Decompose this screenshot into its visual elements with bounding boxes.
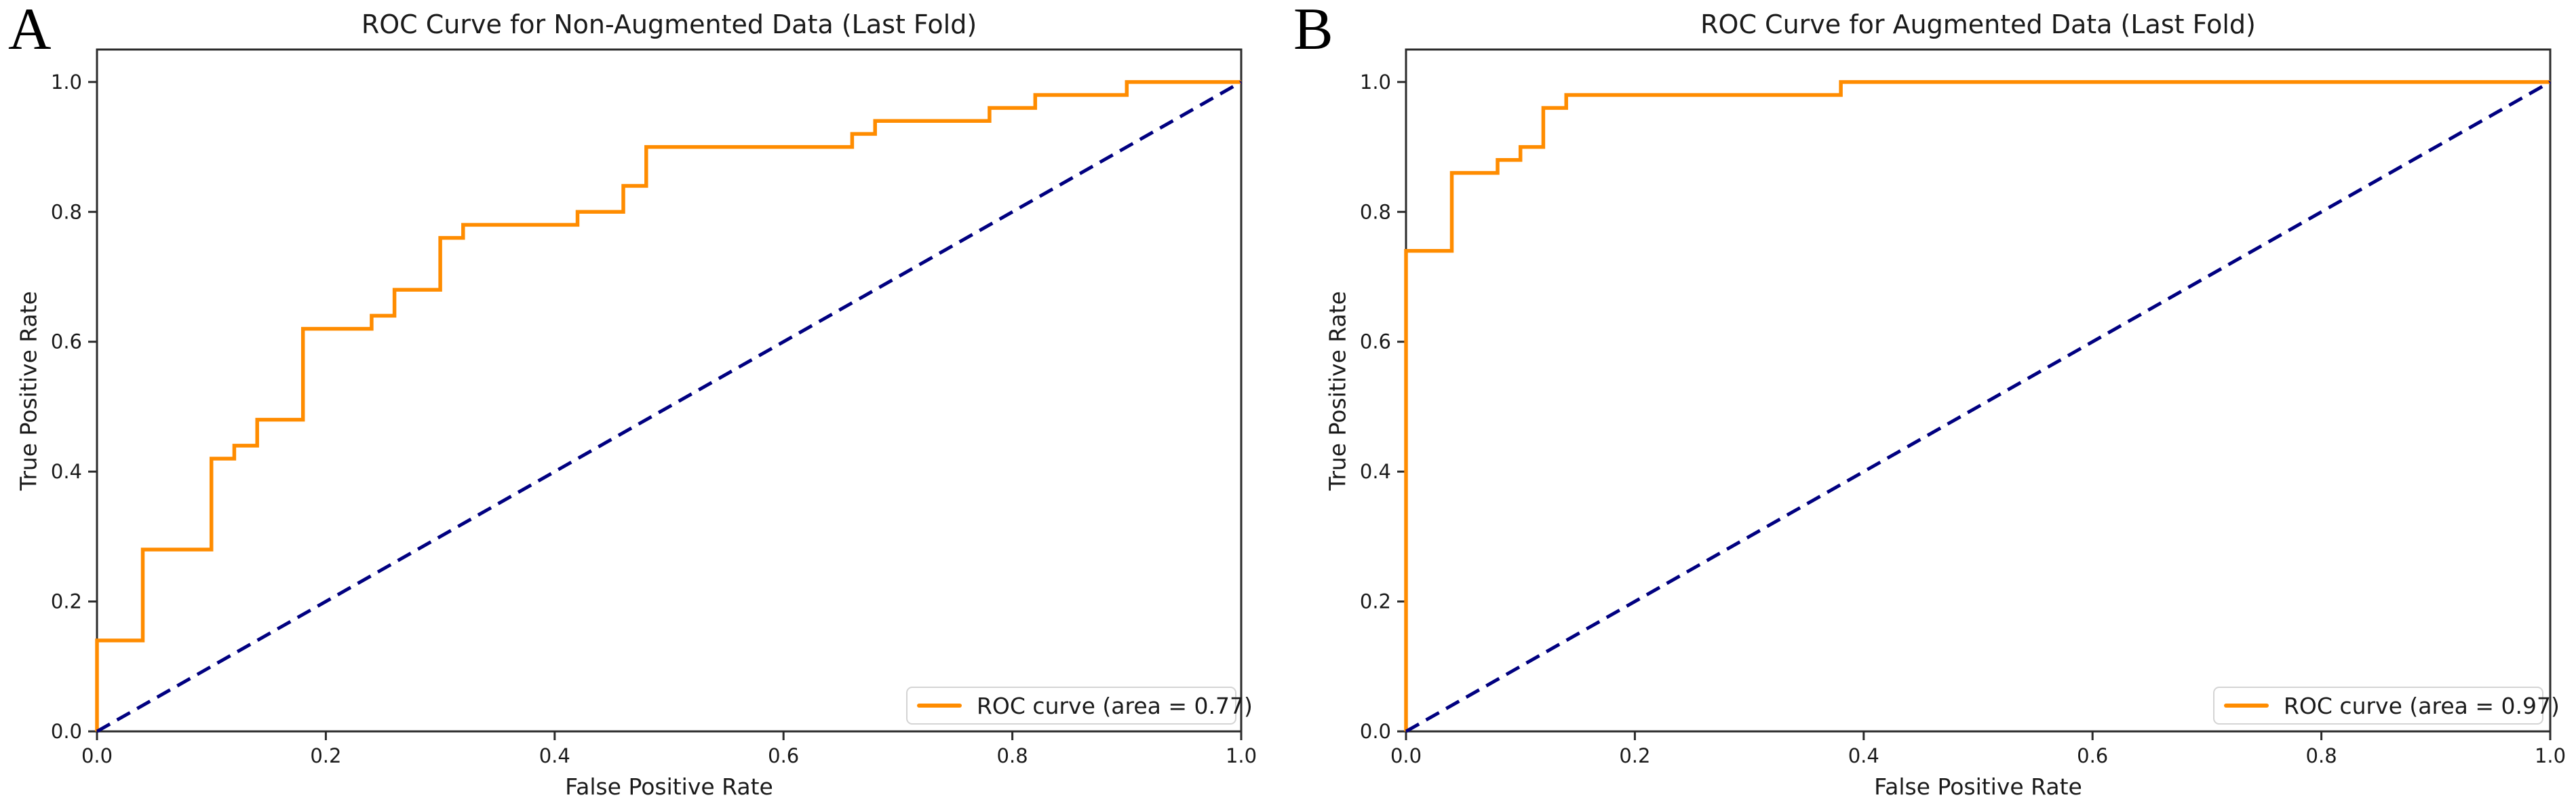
- x-tick-label: 0.8: [2306, 744, 2337, 767]
- x-tick-label: 1.0: [2535, 744, 2566, 767]
- x-tick-label: 0.2: [1619, 744, 1650, 767]
- plot-box: [1405, 48, 2552, 733]
- y-tick-label: 0.0: [51, 720, 82, 743]
- chance-diagonal: [96, 80, 1243, 733]
- y-tick-label: 0.4: [51, 460, 82, 483]
- x-axis-label-a: False Positive Rate: [565, 773, 773, 800]
- legend-line-sample-a: [917, 704, 962, 708]
- x-tick-label: 0.8: [997, 744, 1028, 767]
- y-tick-label: 1.0: [1360, 71, 1391, 94]
- x-tick-label: 0.4: [539, 744, 570, 767]
- legend-a: ROC curve (area = 0.77): [906, 687, 1253, 725]
- legend-label-b: ROC curve (area = 0.97): [2284, 692, 2560, 719]
- x-tick-label: 0.0: [1390, 744, 1422, 767]
- legend-label-a: ROC curve (area = 0.77): [977, 692, 1253, 719]
- y-axis-label-a: True Positive Rate: [15, 291, 42, 491]
- roc-curve: [1404, 80, 2550, 731]
- y-axis-label-b: True Positive Rate: [1324, 291, 1351, 491]
- panel-b: 0.0 0.2 0.4 0.6 0.8 1.0 0.0 0.2 0.4 0.6 0.8 1.0 B R…: [1288, 0, 2576, 806]
- x-tick-label: 0.4: [1848, 744, 1879, 767]
- y-tick-label: 0.8: [51, 200, 82, 223]
- x-axis-label-b: False Positive Rate: [1874, 773, 2082, 800]
- panel-letter-b: B: [1293, 0, 1333, 62]
- roc-curve: [95, 80, 1241, 731]
- y-tick-label: 0.4: [1360, 460, 1391, 483]
- roc-plot-a: 0.0 0.2 0.4 0.6 0.8 1.0 0.0 0.2 0.4 0.6 0.8 1.0: [51, 48, 1257, 767]
- plot-box: [96, 48, 1243, 733]
- y-tick-label: 0.2: [51, 590, 82, 613]
- x-tick-label: 0.2: [310, 744, 341, 767]
- y-tick-label: 0.0: [1360, 720, 1391, 743]
- roc-plot-b: 0.0 0.2 0.4 0.6 0.8 1.0 0.0 0.2 0.4 0.6 0.8 1.0: [1360, 48, 2566, 767]
- y-tick-label: 0.2: [1360, 590, 1391, 613]
- y-tick-label: 0.6: [1360, 330, 1391, 353]
- plot-title-a: ROC Curve for Non-Augmented Data (Last F…: [361, 9, 977, 39]
- legend-line-sample-b: [2224, 704, 2269, 708]
- x-tick-label: 0.0: [81, 744, 113, 767]
- chance-diagonal: [1405, 80, 2552, 733]
- x-tick-label: 0.6: [2077, 744, 2108, 767]
- x-tick-label: 0.6: [768, 744, 799, 767]
- plot-title-b: ROC Curve for Augmented Data (Last Fold): [1700, 9, 2256, 39]
- y-tick-label: 1.0: [51, 71, 82, 94]
- legend-b: ROC curve (area = 0.97): [2213, 687, 2560, 725]
- panel-a: 0.0 0.2 0.4 0.6 0.8 1.0 0.0 0.2 0.4 0.6 0.8 1.0 A R…: [8, 0, 1257, 800]
- panel-letter-a: A: [8, 0, 52, 62]
- y-tick-label: 0.6: [51, 330, 82, 353]
- y-tick-label: 0.8: [1360, 200, 1391, 223]
- x-tick-label: 1.0: [1226, 744, 1257, 767]
